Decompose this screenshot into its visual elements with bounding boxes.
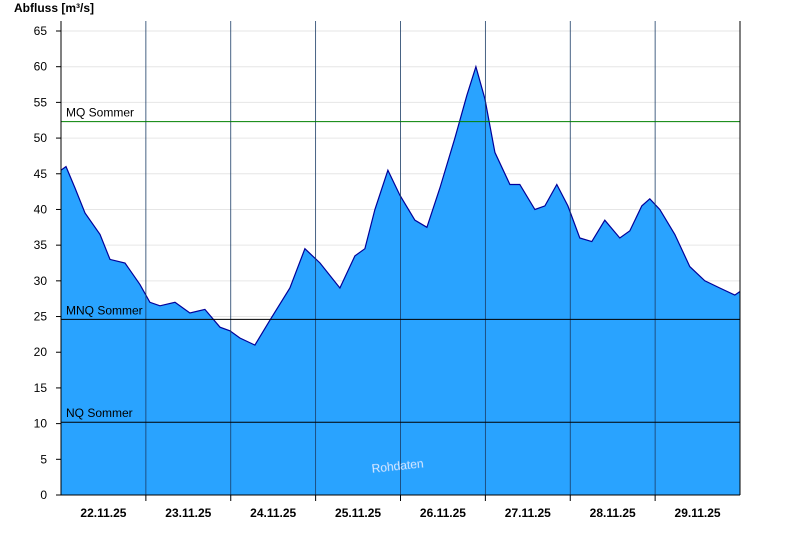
reference-label: MQ Sommer (66, 106, 134, 120)
y-tick-label: 30 (34, 274, 48, 288)
y-tick-label: 40 (34, 202, 48, 216)
watermark: Rohdaten (371, 456, 424, 475)
x-tick-label: 29.11.25 (675, 506, 721, 520)
x-tick-label: 28.11.25 (590, 506, 636, 520)
y-tick-label: 20 (34, 345, 48, 359)
y-tick-label: 5 (40, 452, 47, 466)
line (60, 64, 741, 346)
y-tick-label: 50 (34, 131, 48, 145)
x-tick-label: 27.11.25 (505, 506, 551, 520)
x-tick-label: 23.11.25 (165, 506, 211, 520)
y-tick-label: 25 (34, 310, 48, 324)
x-tick-label: 25.11.25 (335, 506, 381, 520)
x-tick-label: 22.11.25 (80, 506, 126, 520)
y-tick-label: 15 (34, 381, 48, 395)
reference-label: NQ Sommer (66, 406, 133, 420)
x-tick-label: 24.11.25 (250, 506, 296, 520)
y-tick-label: 60 (34, 60, 48, 74)
y-tick-label: 55 (34, 95, 48, 109)
y-tick-label: 65 (34, 24, 48, 38)
y-tick-label: 0 (40, 488, 47, 502)
y-tick-label: 35 (34, 238, 48, 252)
y-axis-label: Abfluss [m³/s] (14, 1, 94, 15)
y-tick-label: 10 (34, 417, 48, 431)
reference-label: MNQ Sommer (66, 303, 143, 317)
x-tick-label: 26.11.25 (420, 506, 466, 520)
y-tick-label: 45 (34, 167, 48, 181)
